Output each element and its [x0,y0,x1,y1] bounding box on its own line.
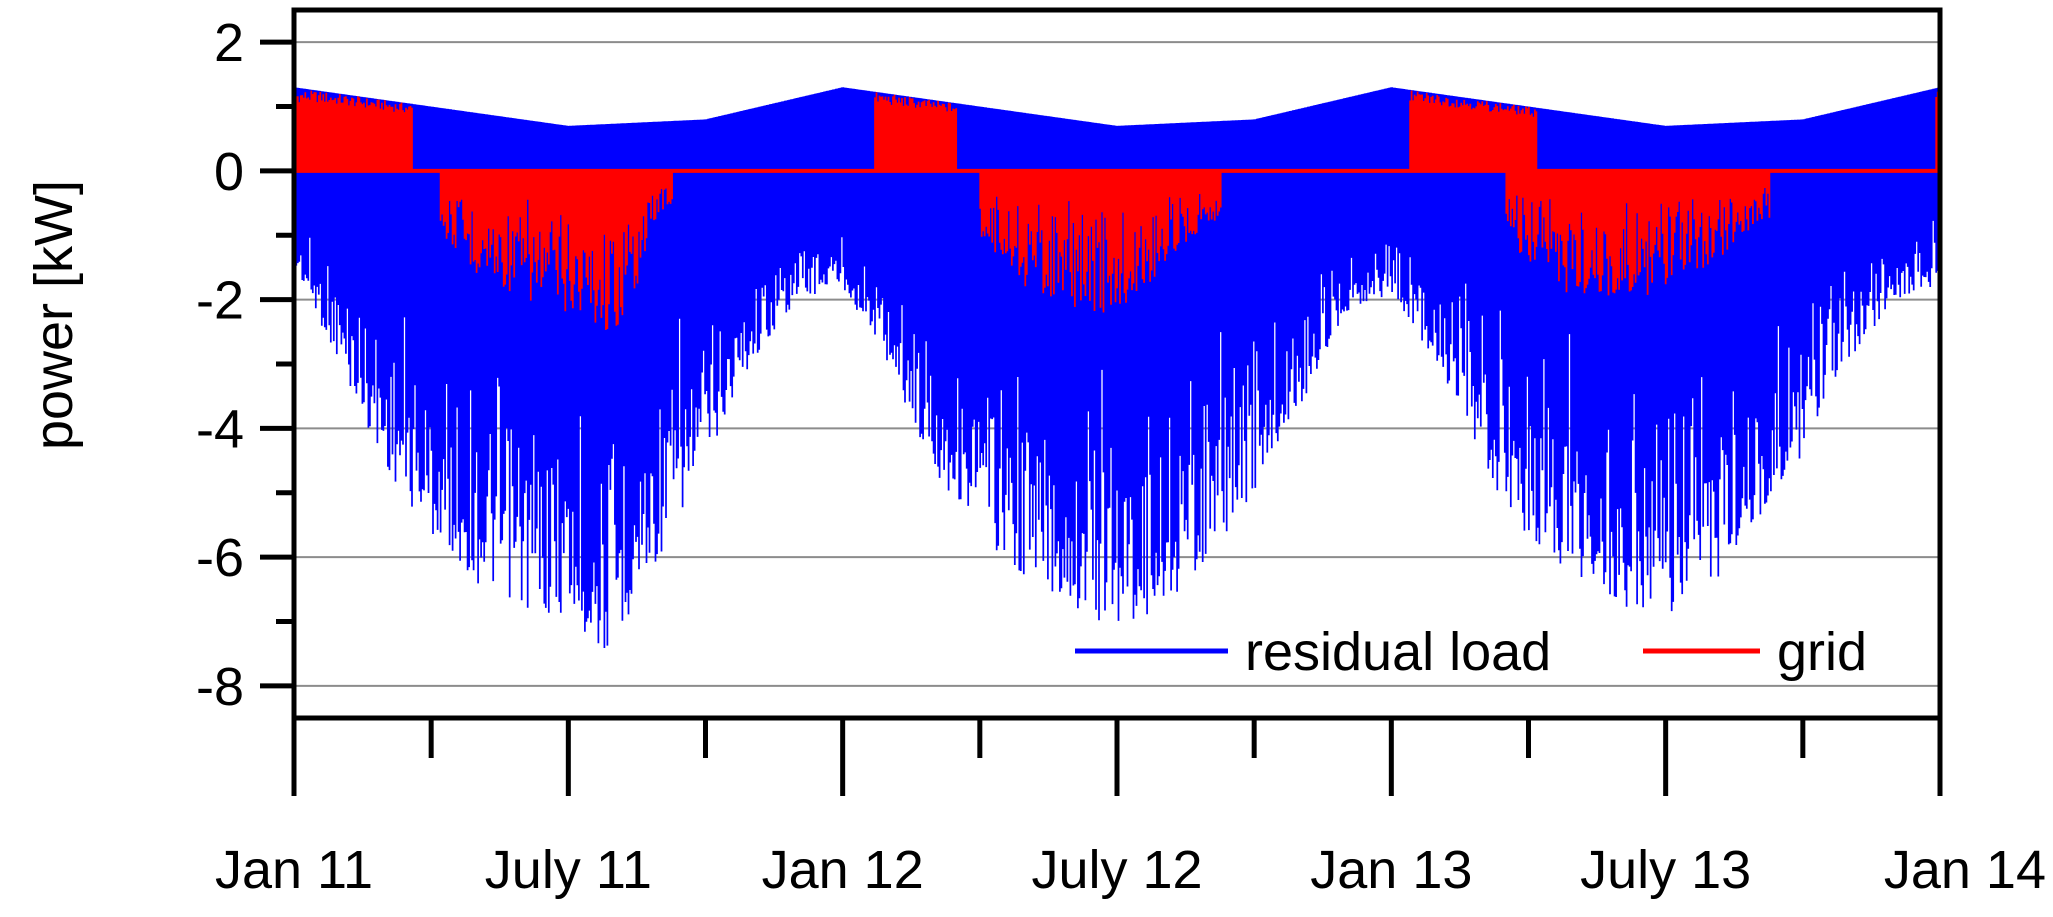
axes: 2 0 -2 -4 -6 -8 Jan 11 July 11 Jan 12 July 12 Jan … [196,7,2046,900]
x-tick-label: July 11 [485,840,652,900]
y-tick-label: -8 [196,657,244,717]
y-tick-label: 0 [214,142,244,202]
y-tick-label: -6 [196,528,244,588]
legend-label-residual-load: residual load [1245,622,1551,682]
x-tick-label: Jan 14 [1884,840,2046,900]
x-tick-label: Jan 11 [215,840,373,900]
series-area [293,87,1941,648]
legend-label-grid: grid [1777,622,1867,682]
y-tick-label: -4 [196,399,244,459]
x-tick-label: July 13 [1580,840,1751,900]
y-tick-label: 2 [214,13,244,73]
x-tick-label: Jan 12 [762,840,924,900]
y-axis-title: power [kW] [24,180,84,450]
legend: residual load grid [1075,622,1867,682]
y-tick-label: -2 [196,271,244,331]
x-tick-label: Jan 13 [1310,840,1472,900]
x-tick-label: July 12 [1031,840,1202,900]
